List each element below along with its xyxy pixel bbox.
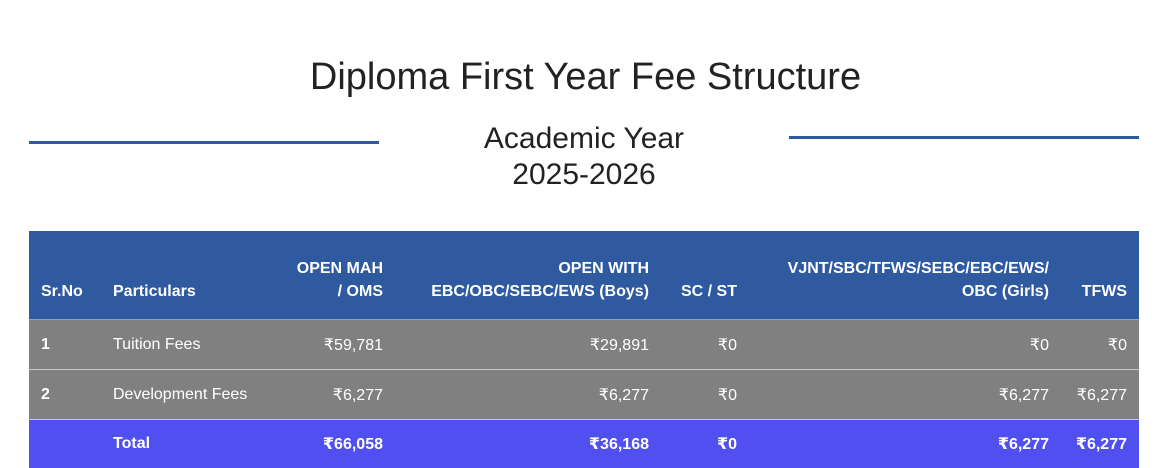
cell-particulars: Development Fees bbox=[101, 370, 261, 420]
table-row: 2 Development Fees ₹6,277 ₹6,277 ₹0 ₹6,2… bbox=[29, 370, 1139, 420]
total-vjnt: ₹6,277 bbox=[749, 420, 1061, 468]
divider-right bbox=[789, 136, 1139, 139]
academic-year-label: Academic Year bbox=[384, 121, 784, 157]
total-open-mah: ₹66,058 bbox=[261, 420, 395, 468]
cell-sc-st: ₹0 bbox=[661, 320, 749, 370]
cell-tfws: ₹6,277 bbox=[1061, 370, 1139, 420]
header-tfws: TFWS bbox=[1061, 231, 1139, 320]
cell-srno-empty bbox=[29, 420, 101, 468]
cell-open-with: ₹29,891 bbox=[395, 320, 661, 370]
header-open-mah-line2: / OMS bbox=[273, 280, 383, 303]
cell-sc-st: ₹0 bbox=[661, 370, 749, 420]
cell-vjnt: ₹0 bbox=[749, 320, 1061, 370]
table-row: 1 Tuition Fees ₹59,781 ₹29,891 ₹0 ₹0 ₹0 bbox=[29, 320, 1139, 370]
cell-srno: 1 bbox=[29, 320, 101, 370]
header-particulars: Particulars bbox=[101, 231, 261, 320]
cell-vjnt: ₹6,277 bbox=[749, 370, 1061, 420]
academic-year-block: Academic Year 2025-2026 bbox=[384, 121, 784, 193]
total-open-with: ₹36,168 bbox=[395, 420, 661, 468]
header-sc-st: SC / ST bbox=[661, 231, 749, 320]
header-open-mah: OPEN MAH / OMS bbox=[261, 231, 395, 320]
cell-open-mah: ₹59,781 bbox=[261, 320, 395, 370]
header-open-mah-line1: OPEN MAH bbox=[273, 257, 383, 280]
divider-left bbox=[29, 141, 379, 144]
fee-structure-table: Sr.No Particulars OPEN MAH / OMS OPEN WI… bbox=[29, 231, 1139, 468]
cell-particulars: Tuition Fees bbox=[101, 320, 261, 370]
cell-srno: 2 bbox=[29, 370, 101, 420]
header-vjnt-line2: OBC (Girls) bbox=[761, 280, 1049, 303]
table-header-row: Sr.No Particulars OPEN MAH / OMS OPEN WI… bbox=[29, 231, 1139, 320]
header-vjnt-line1: VJNT/SBC/TFWS/SEBC/EBC/EWS/ bbox=[761, 257, 1049, 280]
page-title: Diploma First Year Fee Structure bbox=[0, 54, 1171, 100]
header-vjnt: VJNT/SBC/TFWS/SEBC/EBC/EWS/ OBC (Girls) bbox=[749, 231, 1061, 320]
header-srno: Sr.No bbox=[29, 231, 101, 320]
cell-open-mah: ₹6,277 bbox=[261, 370, 395, 420]
total-label: Total bbox=[101, 420, 261, 468]
header-open-with: OPEN WITH EBC/OBC/SEBC/EWS (Boys) bbox=[395, 231, 661, 320]
cell-tfws: ₹0 bbox=[1061, 320, 1139, 370]
cell-open-with: ₹6,277 bbox=[395, 370, 661, 420]
header-open-with-line2: EBC/OBC/SEBC/EWS (Boys) bbox=[407, 280, 649, 303]
header-open-with-line1: OPEN WITH bbox=[407, 257, 649, 280]
academic-year-value: 2025-2026 bbox=[384, 157, 784, 193]
total-tfws: ₹6,277 bbox=[1061, 420, 1139, 468]
total-row: Total ₹66,058 ₹36,168 ₹0 ₹6,277 ₹6,277 bbox=[29, 420, 1139, 468]
total-sc-st: ₹0 bbox=[661, 420, 749, 468]
